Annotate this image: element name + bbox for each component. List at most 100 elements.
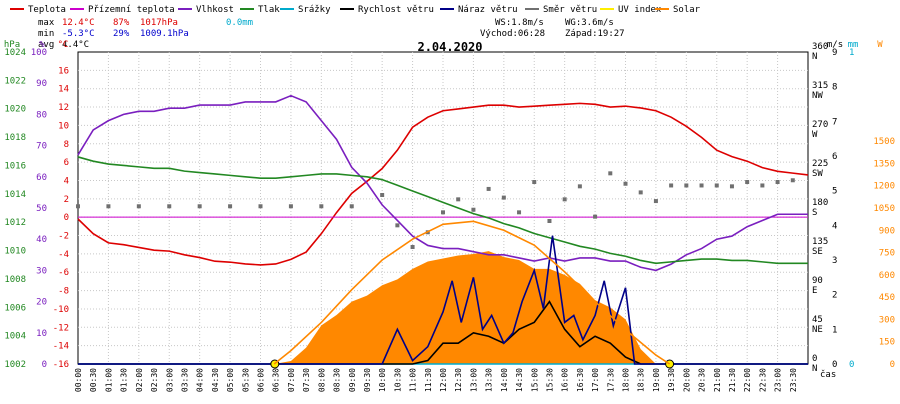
tick-humidity: 0	[42, 360, 47, 370]
tick-humidity: 10	[36, 329, 47, 339]
x-tick-label: 21:00	[713, 368, 722, 392]
chart-title: 2.04.2020	[417, 40, 482, 54]
tick-pressure: 1022	[4, 76, 26, 86]
wind-direction-point	[288, 204, 293, 209]
series-line-5	[78, 300, 808, 365]
wind-direction-point	[638, 190, 643, 195]
tick-wind-dir-deg: 90	[812, 276, 823, 286]
x-tick-label: 08:30	[333, 368, 342, 392]
tick-humidity: 50	[36, 204, 47, 214]
x-tick-label: 22:30	[758, 368, 767, 392]
tick-pressure: 1012	[4, 218, 26, 228]
x-tick-label: 23:00	[774, 368, 783, 392]
x-axis-ticks: 00:00 00:30 01:00 01:30 02:00 02:30 03:00 03:30…	[74, 368, 798, 392]
x-tick-label: 13:00	[469, 368, 478, 392]
tick-wind-speed: 5	[832, 187, 837, 197]
humidity-unit: %	[39, 40, 45, 50]
wind-direction-point	[745, 180, 750, 184]
wind-direction-point	[684, 183, 689, 188]
tick-temperature: -14	[53, 342, 69, 352]
tick-wind-dir-deg: 0	[812, 354, 817, 364]
legend-label-1: Přízemní teplota	[88, 5, 175, 15]
stat-max-label: max	[38, 18, 55, 28]
pressure-unit: hPa	[4, 40, 20, 50]
x-tick-label: 03:00	[165, 368, 174, 392]
wind-direction-point	[775, 180, 780, 184]
legend-label-4: Srážky	[298, 5, 331, 15]
solar-unit: W	[877, 40, 883, 50]
x-tick-label: 18:00	[622, 368, 631, 392]
wind-direction-point	[456, 197, 461, 202]
tick-wind-speed: 7	[832, 117, 837, 127]
x-tick-label: 02:30	[150, 368, 159, 392]
tick-temperature: 8	[64, 140, 69, 150]
tick-wind-speed: 6	[832, 152, 837, 162]
wind-direction-point	[623, 181, 628, 186]
tick-wind-dir-label: N	[812, 52, 817, 62]
tick-humidity: 60	[36, 173, 47, 183]
tick-solar: 1050	[873, 204, 895, 214]
x-tick-label: 06:00	[257, 368, 266, 392]
tick-humidity: 70	[36, 142, 47, 152]
x-tick-label: 15:00	[530, 368, 539, 392]
series-line-10	[273, 220, 671, 365]
x-axis-unit: čas	[820, 369, 836, 380]
series-layer	[76, 94, 809, 369]
x-tick-label: 10:30	[393, 368, 402, 392]
wind-direction-point	[319, 204, 324, 209]
x-tick-label: 11:00	[409, 368, 418, 392]
tick-solar: 1200	[873, 182, 895, 192]
wind-speed-unit: m/s	[827, 40, 843, 50]
tick-wind-dir-label: SE	[812, 247, 823, 257]
tick-humidity: 90	[36, 79, 47, 89]
x-tick-label: 10:00	[378, 368, 387, 392]
tick-rain: 1	[849, 48, 854, 58]
x-tick-label: 03:30	[180, 368, 189, 392]
legend-label-5: Rychlost větru	[358, 5, 434, 15]
stat-wg: WG:3.6m/s	[565, 18, 614, 28]
wind-direction-point	[532, 180, 537, 184]
tick-temperature: 4	[64, 176, 69, 186]
tick-wind-dir-deg: 135	[812, 237, 828, 247]
tick-temperature: 16	[58, 66, 69, 76]
tick-wind-speed: 8	[832, 83, 837, 93]
x-tick-label: 13:30	[485, 368, 494, 392]
x-tick-label: 20:00	[682, 368, 691, 392]
tick-rain: 0	[849, 360, 854, 370]
wind-direction-point	[410, 245, 415, 249]
tick-wind-speed: 9	[832, 48, 837, 58]
tick-wind-speed: 1	[832, 325, 837, 335]
x-tick-label: 17:00	[591, 368, 600, 392]
axis-ticks: 1002100410061008101010121014101610181020…	[4, 42, 895, 374]
wind-direction-point	[547, 219, 552, 223]
wind-direction-point	[729, 184, 734, 189]
tick-pressure: 1010	[4, 247, 26, 257]
series-line-0	[77, 102, 809, 266]
tick-pressure: 1008	[4, 275, 26, 285]
tick-solar: 1350	[873, 159, 895, 169]
tick-temperature: 14	[58, 85, 69, 95]
wind-direction-point	[760, 183, 765, 188]
x-tick-label: 23:30	[789, 368, 798, 392]
x-tick-label: 09:00	[348, 368, 357, 392]
legend-label-2: Vlhkost	[196, 5, 234, 15]
wind-direction-point	[790, 178, 795, 183]
x-tick-label: 14:00	[500, 368, 509, 392]
x-tick-label: 05:00	[226, 368, 235, 392]
wind-direction-point	[76, 204, 80, 209]
tick-solar: 150	[879, 338, 895, 348]
wind-direction-point	[197, 204, 202, 209]
wind-direction-point	[714, 183, 719, 188]
x-tick-label: 19:30	[667, 368, 676, 392]
stat-avg-temp: 4.4°C	[62, 40, 89, 50]
x-tick-label: 06:30	[272, 368, 281, 392]
legend-label-3: Tlak	[258, 5, 280, 15]
tick-solar: 1500	[873, 137, 895, 147]
wind-direction-point	[699, 183, 704, 188]
wind-direction-point	[593, 214, 598, 219]
wind-direction-point	[349, 204, 354, 209]
x-tick-label: 09:30	[363, 368, 372, 392]
tick-wind-dir-label: N	[812, 364, 817, 374]
